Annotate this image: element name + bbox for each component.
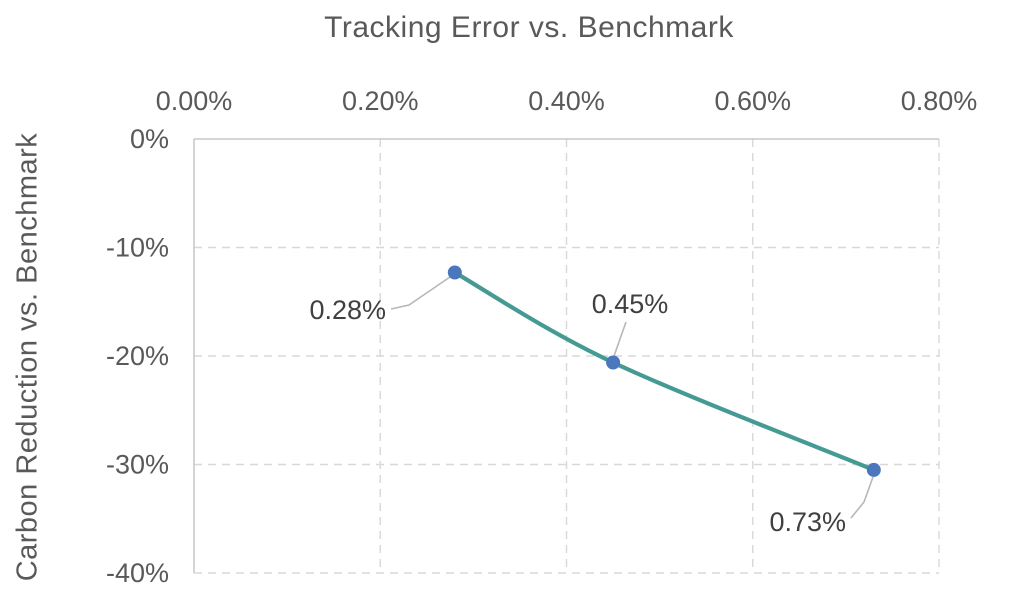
data-label-leader-line xyxy=(613,321,627,357)
y-tick-label: -10% xyxy=(106,233,169,263)
chart-title: Tracking Error vs. Benchmark xyxy=(324,11,734,44)
data-point-label: 0.45% xyxy=(592,289,669,319)
data-point-label: 0.73% xyxy=(769,507,846,537)
x-tick-label: 0.20% xyxy=(342,86,419,116)
y-tick-label: -40% xyxy=(106,558,169,588)
data-point-marker xyxy=(447,265,462,280)
x-tick-label: 0.80% xyxy=(901,86,978,116)
y-tick-label: -30% xyxy=(106,450,169,480)
data-point-label: 0.28% xyxy=(309,295,386,325)
y-tick-label: 0% xyxy=(130,124,169,154)
data-label-leader-line xyxy=(850,476,874,519)
y-tick-label: -20% xyxy=(106,341,169,371)
x-tick-label: 0.60% xyxy=(714,86,791,116)
data-point-marker xyxy=(866,462,881,477)
series-line xyxy=(452,270,876,472)
x-tick-label: 0.40% xyxy=(528,86,605,116)
data-label-leader-line xyxy=(390,276,451,310)
x-tick-label: 0.00% xyxy=(156,86,233,116)
data-point-marker xyxy=(606,355,621,370)
